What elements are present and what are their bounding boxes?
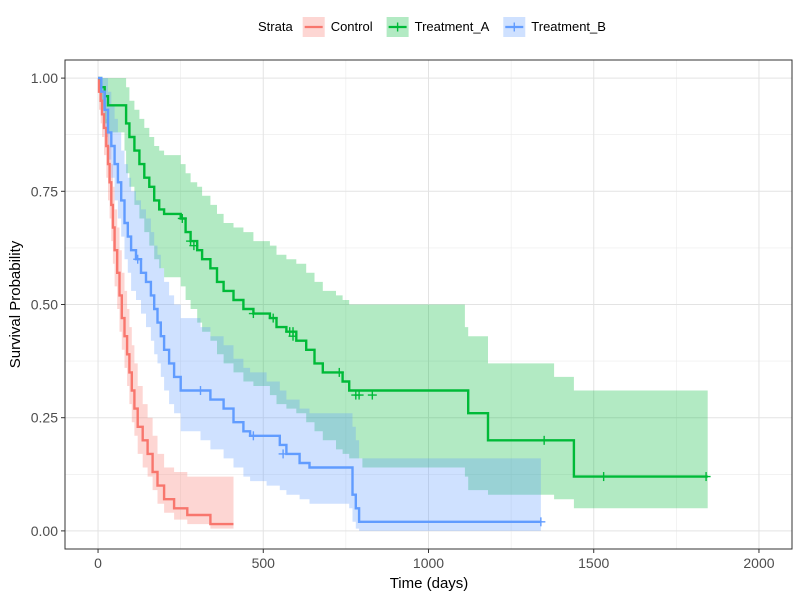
- censor-marks: [133, 213, 711, 527]
- x-tick-label: 500: [252, 555, 276, 571]
- treatment-a-confidence-band: [98, 78, 708, 509]
- x-axis-ticks: 0 500 1000 1500 2000: [94, 549, 775, 571]
- y-tick-label: 0.75: [31, 183, 58, 199]
- x-tick-label: 1500: [578, 555, 609, 571]
- legend-label-treatment-b: Treatment_B: [531, 19, 606, 34]
- treatment-b-confidence-band: [98, 78, 541, 531]
- x-tick-label: 0: [94, 555, 102, 571]
- y-axis-ticks: 0.00 0.25 0.50 0.75 1.00: [31, 70, 65, 539]
- control-confidence-band: [98, 78, 234, 529]
- grid: [65, 60, 792, 549]
- y-tick-label: 0.25: [31, 410, 58, 426]
- legend-label-control: Control: [331, 19, 373, 34]
- treatment-a-survival-line: [98, 76, 708, 478]
- y-tick-label: 0.50: [31, 297, 58, 313]
- y-tick-label: 0.00: [31, 523, 58, 539]
- control-survival-line: [97, 76, 234, 526]
- y-axis-title: Survival Probability: [7, 240, 24, 368]
- legend: Strata Control Treatment_A Treatment_B: [258, 17, 606, 37]
- y-tick-label: 1.00: [31, 70, 58, 86]
- treatment-b-survival-line: [98, 76, 541, 523]
- confidence-bands: [98, 78, 708, 531]
- x-axis-title: Time (days): [390, 575, 469, 592]
- legend-title: Strata: [258, 19, 293, 34]
- survival-lines: [97, 76, 708, 526]
- legend-label-treatment-a: Treatment_A: [415, 19, 490, 34]
- x-tick-label: 2000: [743, 555, 774, 571]
- x-tick-label: 1000: [413, 555, 444, 571]
